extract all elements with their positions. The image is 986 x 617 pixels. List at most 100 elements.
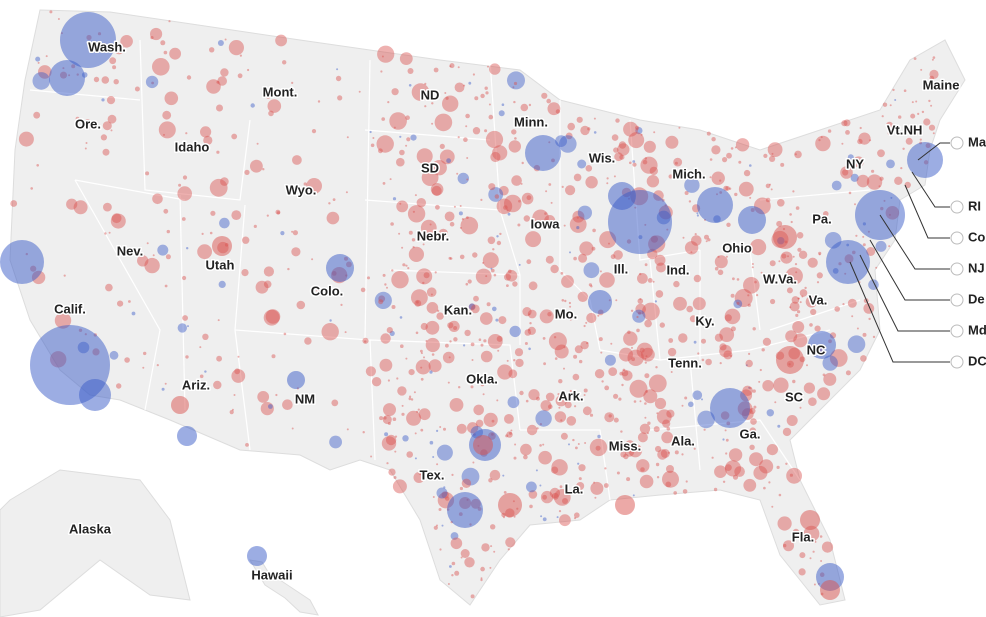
bubble (808, 331, 836, 359)
bubble (693, 274, 702, 283)
bubble (569, 318, 572, 321)
bubble (496, 240, 502, 246)
bubble (713, 487, 718, 492)
bubble (200, 126, 212, 138)
bubble (450, 532, 459, 540)
bubble (187, 325, 189, 328)
bubble (545, 190, 548, 193)
bubble (631, 346, 633, 349)
bubble (220, 68, 229, 77)
bubble (754, 280, 757, 284)
bubble (745, 364, 748, 367)
bubble (655, 462, 660, 467)
bubble (0, 240, 44, 284)
bubble (579, 359, 583, 364)
bubble (665, 135, 679, 149)
bubble (178, 183, 182, 187)
bubble (493, 273, 497, 277)
bubble (559, 485, 563, 489)
bubble (807, 257, 818, 268)
bubble (789, 306, 792, 309)
bubble (156, 364, 159, 367)
bubble (535, 469, 538, 472)
bubble (564, 401, 572, 409)
state-label: Wash. (88, 39, 126, 54)
bubble (399, 316, 403, 319)
bubble (389, 178, 392, 181)
bubble (666, 465, 674, 473)
bubble (729, 354, 733, 358)
bubble (528, 281, 538, 291)
bubble (383, 403, 396, 417)
bubble (164, 284, 168, 288)
bubble (851, 315, 854, 318)
bubble (653, 426, 660, 433)
bubble (501, 103, 505, 106)
bubble (316, 287, 321, 293)
bubble (514, 443, 517, 446)
bubble (627, 349, 644, 366)
bubble (465, 113, 470, 119)
bubble (241, 269, 249, 277)
bubble (447, 381, 450, 384)
bubble (853, 156, 864, 168)
bubble (610, 342, 613, 345)
bubble (526, 424, 538, 436)
bubble (862, 243, 866, 247)
bubble (766, 409, 774, 417)
bubble (639, 423, 651, 434)
bubble (459, 226, 462, 229)
bubble (594, 496, 597, 499)
bubble (583, 394, 586, 396)
bubble (494, 194, 500, 199)
bubble (817, 387, 831, 401)
bubble (640, 133, 643, 136)
bubble (738, 206, 766, 234)
bubble (443, 427, 446, 431)
bubble (706, 131, 711, 136)
bubble (449, 565, 452, 568)
bubble (759, 368, 762, 372)
bubble (528, 313, 531, 316)
bubble (855, 234, 858, 237)
bubble (336, 68, 339, 71)
bubble (685, 480, 688, 483)
bubble (821, 541, 834, 553)
bubble (525, 399, 529, 403)
bubble (384, 432, 389, 437)
bubble (597, 434, 601, 439)
bubble (548, 332, 567, 351)
bubble (878, 185, 881, 188)
bubble (392, 197, 397, 201)
bubble (588, 290, 612, 314)
inset-alaska (0, 469, 191, 617)
bubble (378, 295, 386, 303)
bubble (798, 250, 808, 259)
bubble (237, 73, 243, 79)
bubble (470, 342, 475, 347)
bubble (519, 390, 524, 396)
bubble (475, 419, 484, 428)
bubble (728, 448, 743, 462)
bubble (111, 213, 122, 224)
bubble (816, 272, 823, 279)
bubble (886, 121, 893, 129)
bubble (127, 300, 131, 303)
bubble (460, 556, 463, 559)
bubble (932, 56, 936, 59)
bubble (472, 461, 475, 464)
bubble (389, 330, 395, 336)
bubble (345, 191, 348, 194)
bubble (520, 443, 532, 456)
bubble (701, 338, 706, 344)
bubble (818, 253, 821, 256)
bubble (656, 262, 666, 273)
bubble (60, 12, 116, 68)
bubble (163, 133, 165, 136)
bubble (591, 246, 596, 251)
state-label: Calif. (54, 301, 86, 316)
bubble (166, 229, 170, 234)
bubble (162, 110, 172, 120)
bubble (418, 469, 424, 476)
bubble (498, 493, 522, 517)
